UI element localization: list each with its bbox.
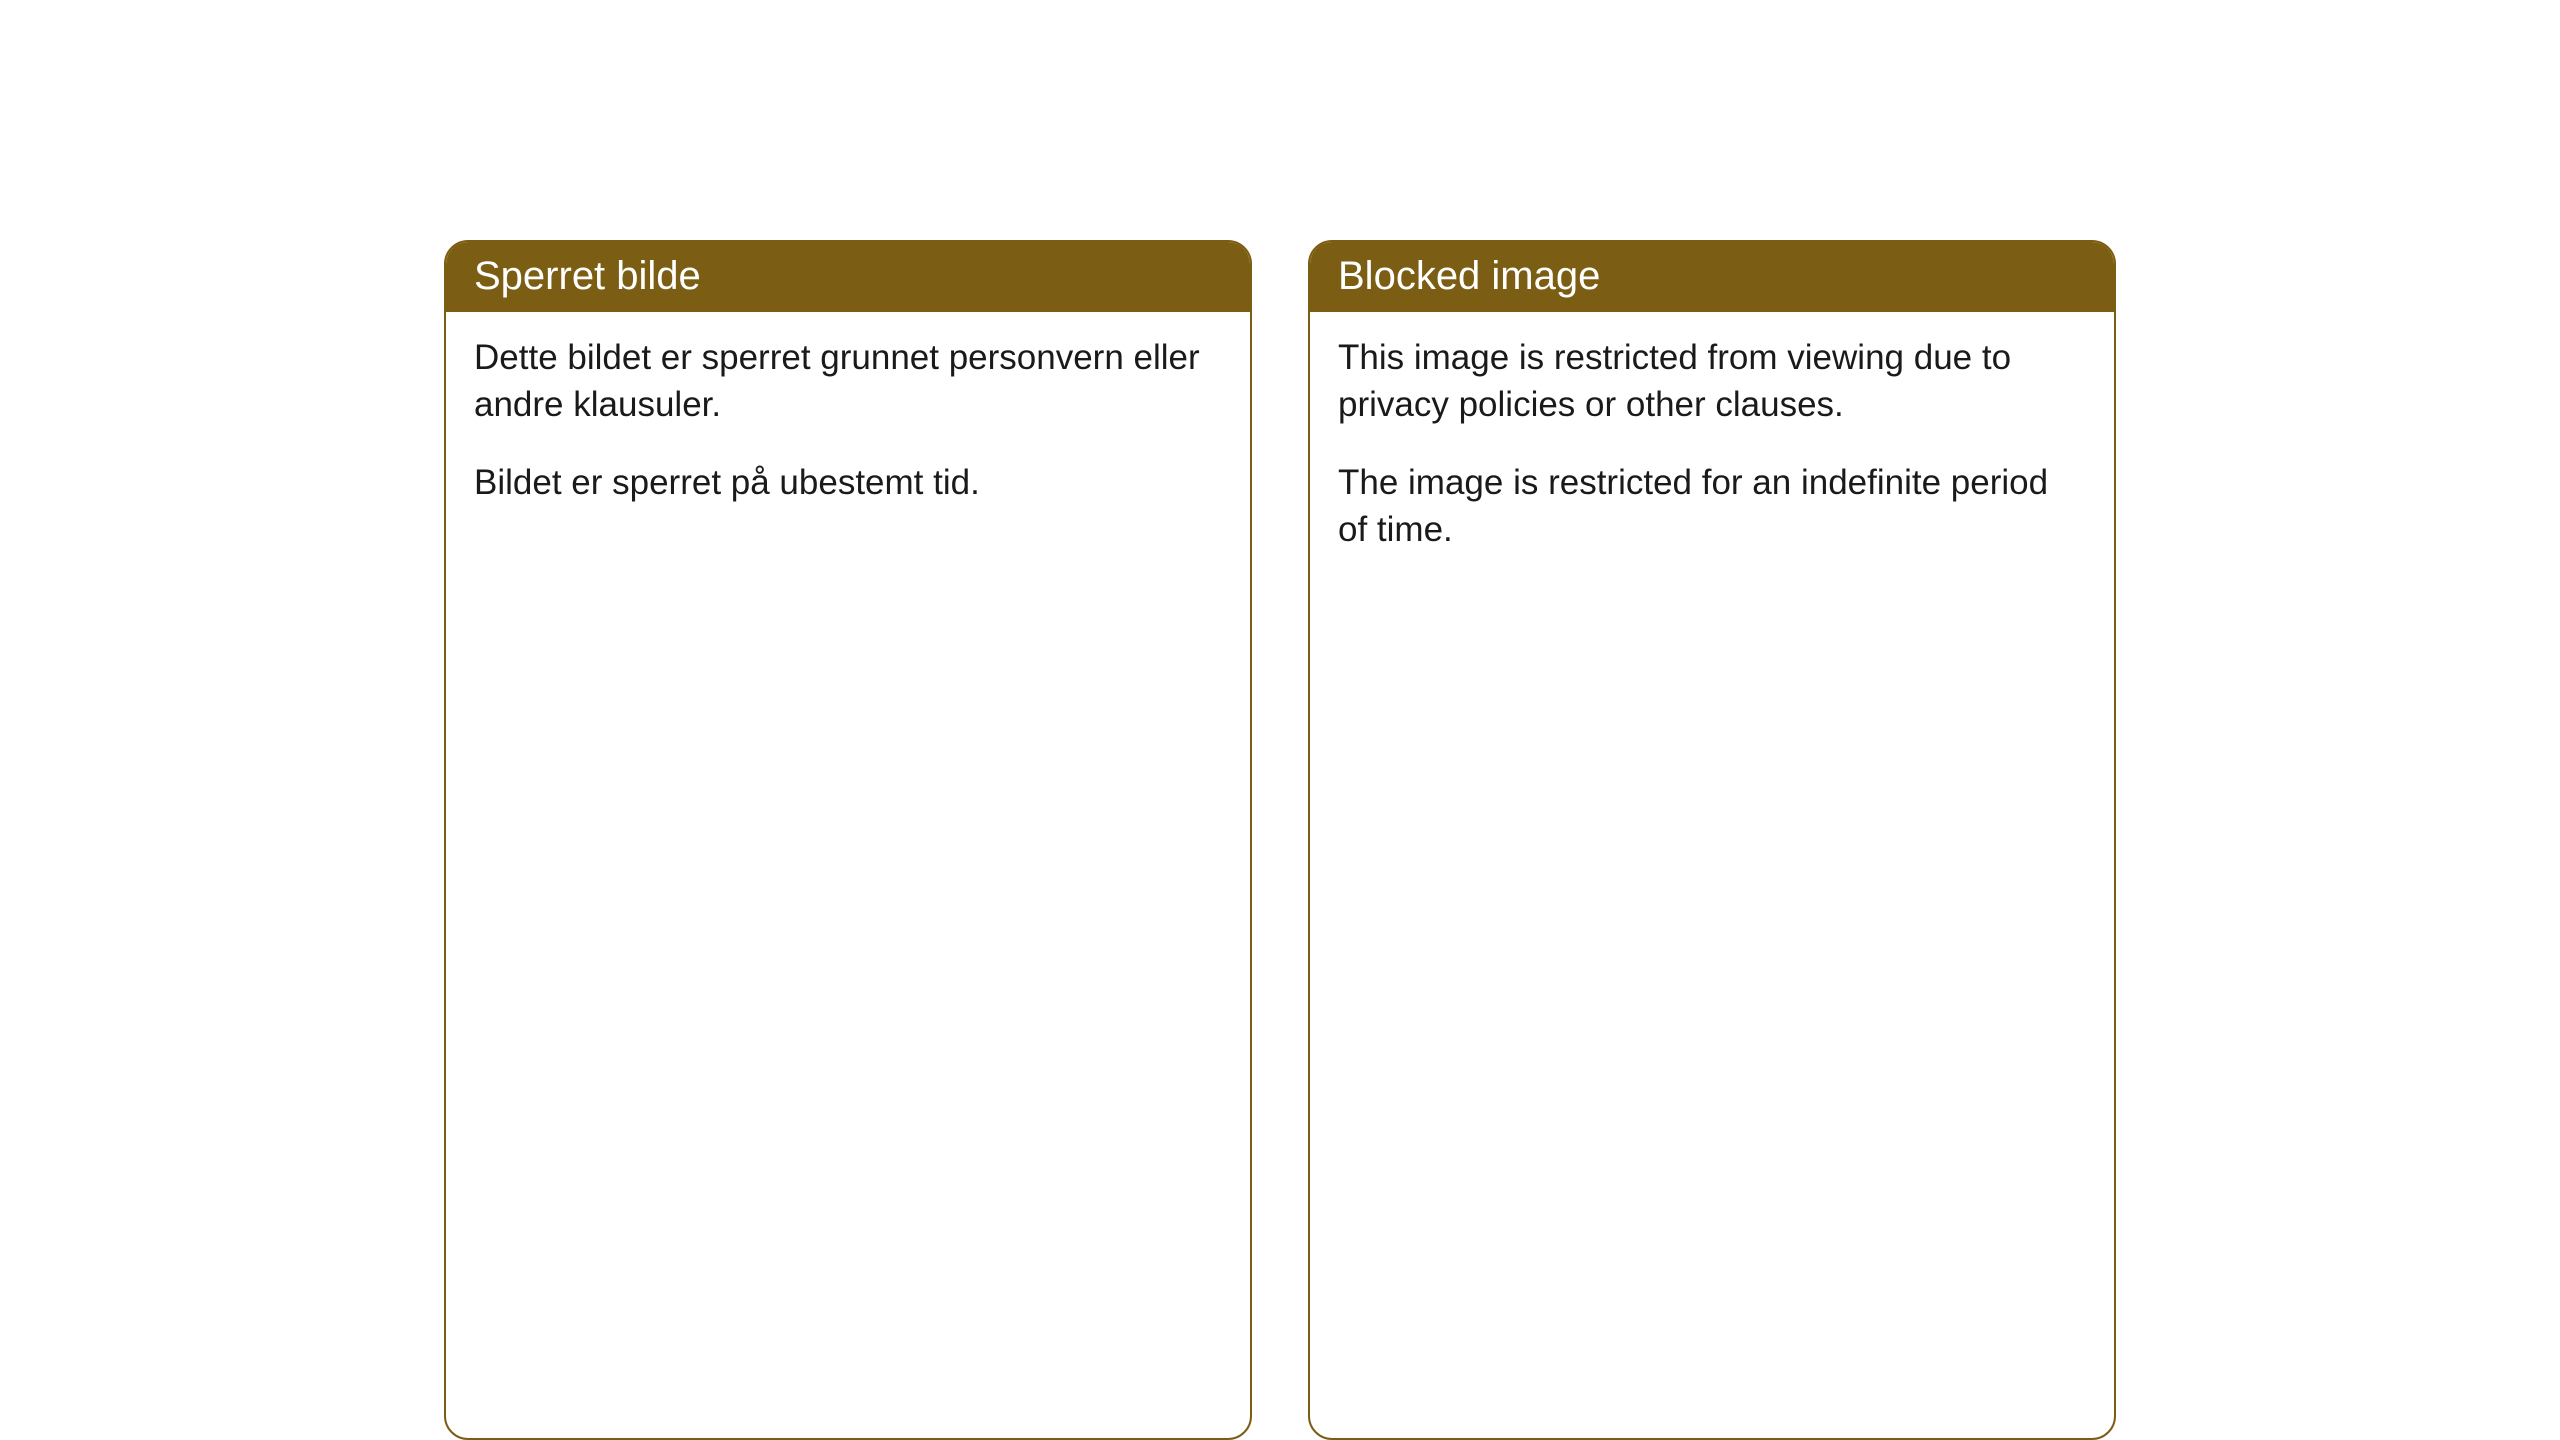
notice-container: Sperret bilde Dette bildet er sperret gr… <box>444 240 2116 1440</box>
card-title: Blocked image <box>1310 242 2114 312</box>
card-title: Sperret bilde <box>446 242 1250 312</box>
card-body: Dette bildet er sperret grunnet personve… <box>446 312 1250 546</box>
card-body: This image is restricted from viewing du… <box>1310 312 2114 593</box>
card-paragraph: Bildet er sperret på ubestemt tid. <box>474 459 1222 506</box>
card-paragraph: The image is restricted for an indefinit… <box>1338 459 2086 554</box>
notice-card-norwegian: Sperret bilde Dette bildet er sperret gr… <box>444 240 1252 1440</box>
card-paragraph: This image is restricted from viewing du… <box>1338 334 2086 429</box>
notice-card-english: Blocked image This image is restricted f… <box>1308 240 2116 1440</box>
card-paragraph: Dette bildet er sperret grunnet personve… <box>474 334 1222 429</box>
